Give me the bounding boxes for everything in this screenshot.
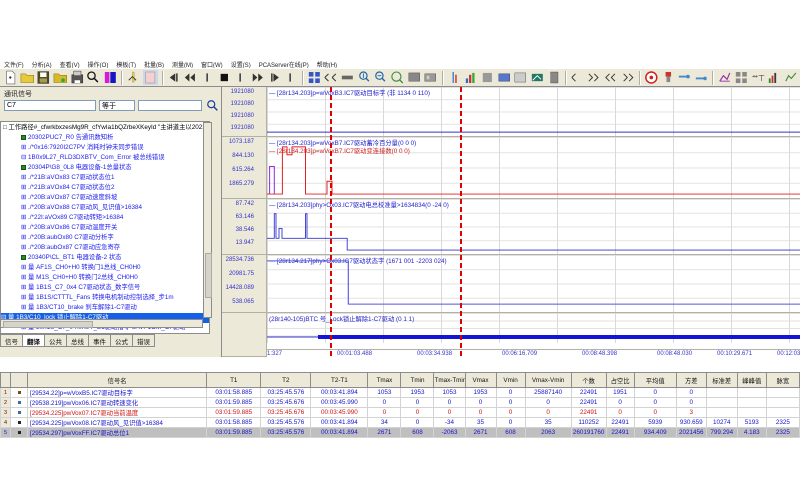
svg-text:艹丅: 艹丅 [752,74,765,82]
